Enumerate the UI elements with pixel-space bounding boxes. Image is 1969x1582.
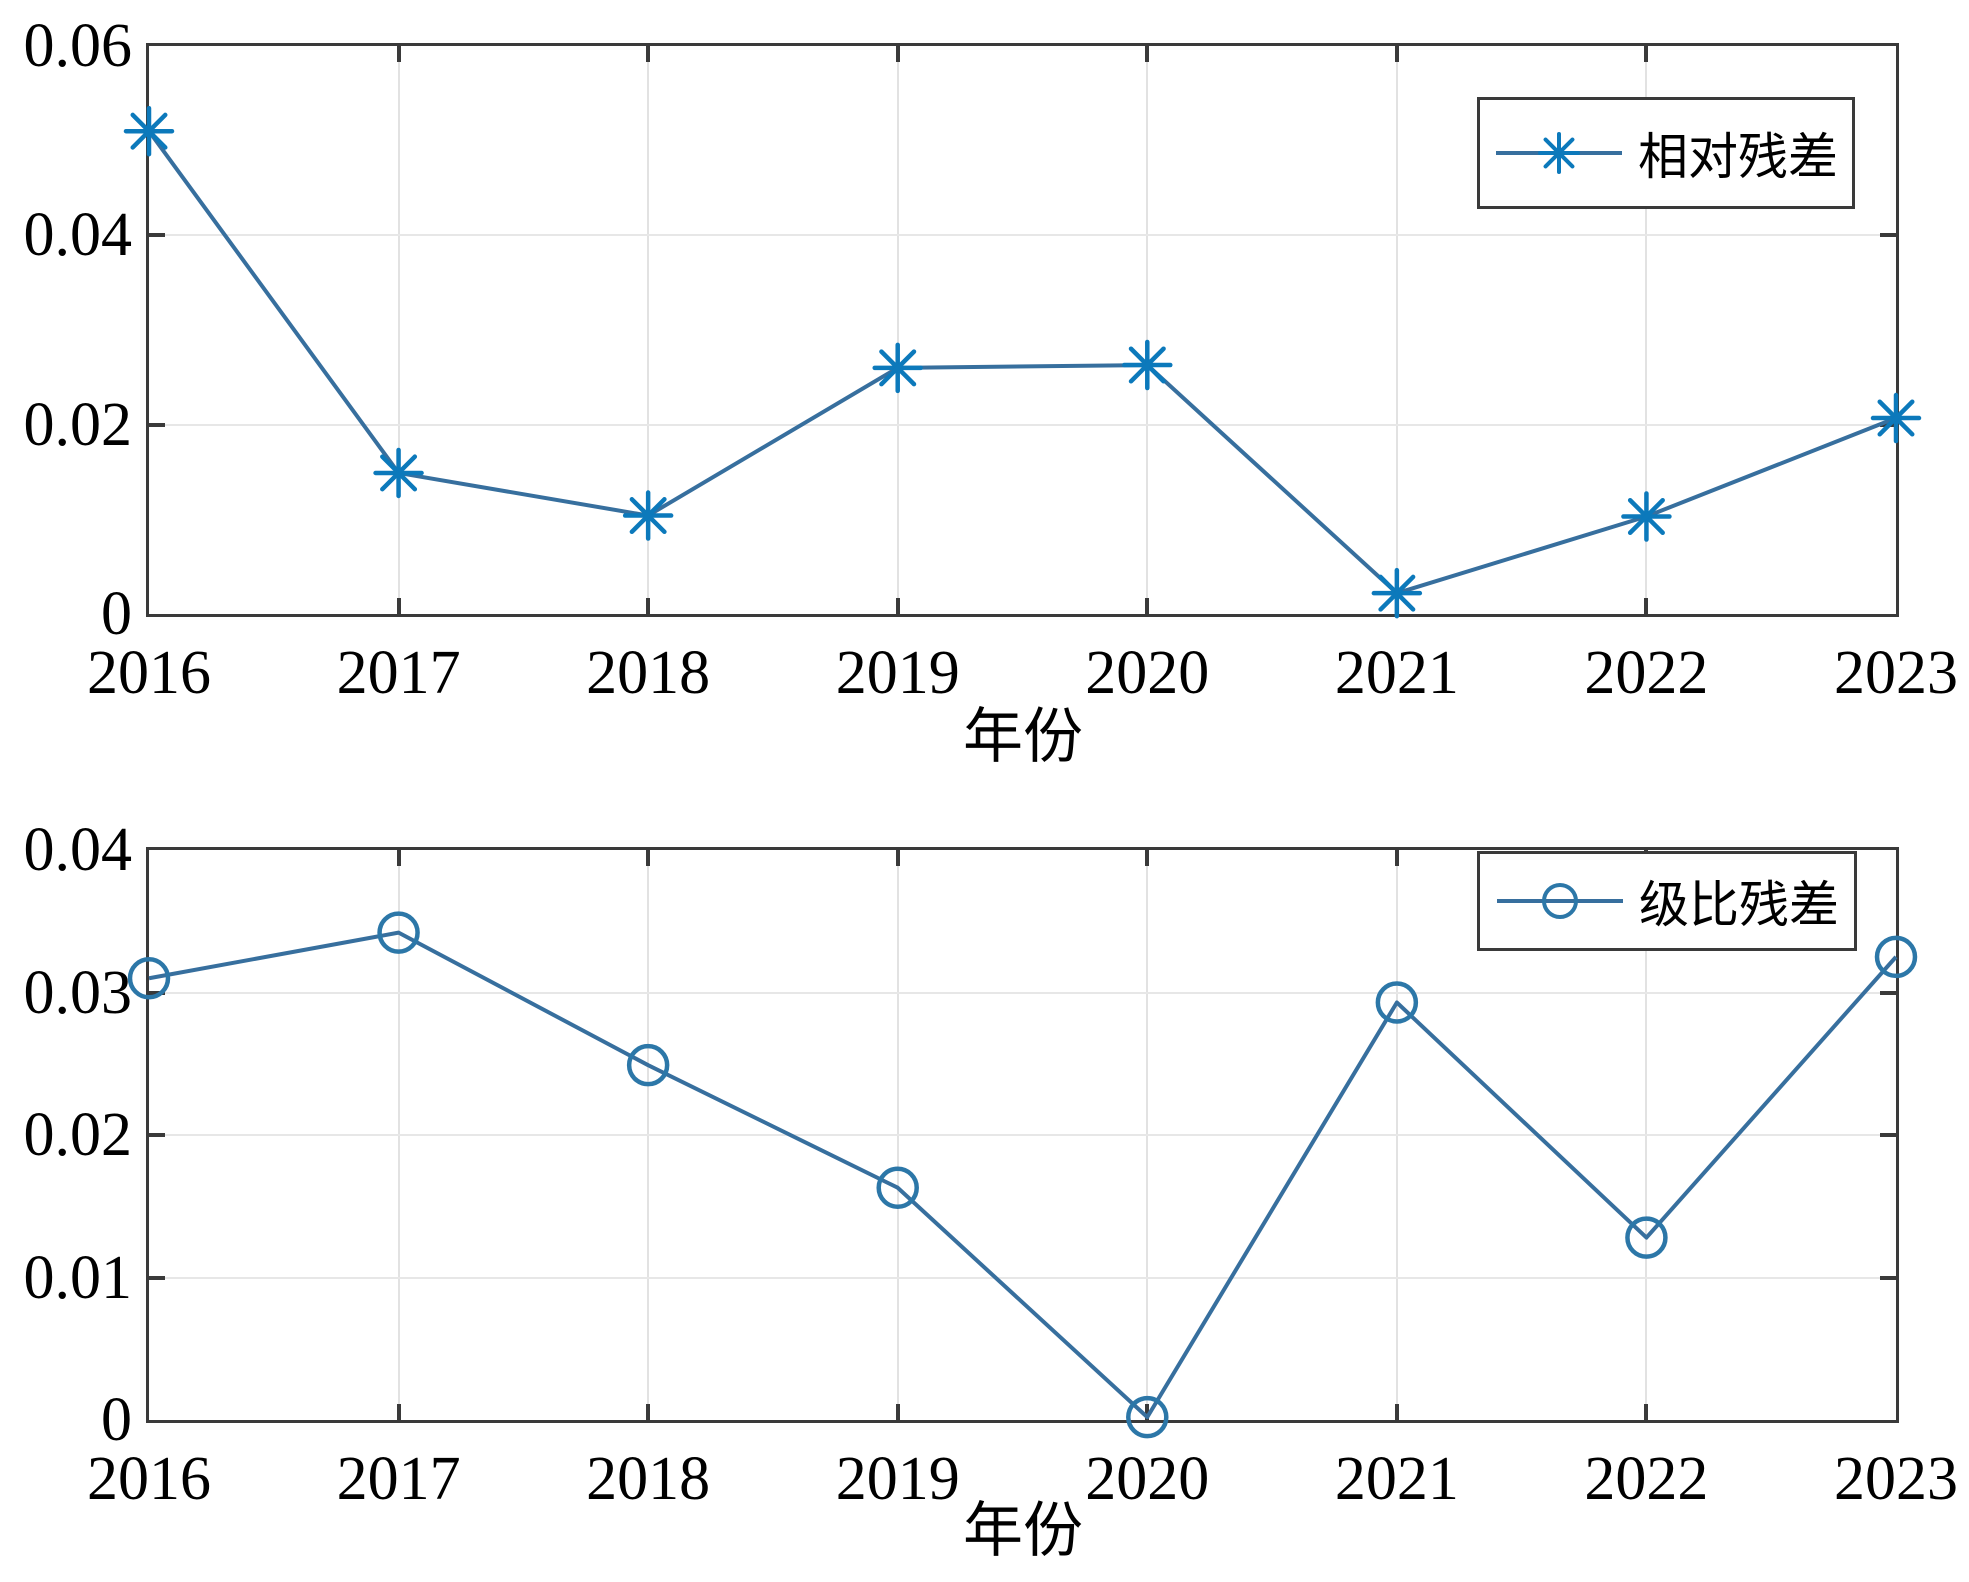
x-tick-mark xyxy=(1644,46,1649,62)
x-tick-label: 2019 xyxy=(835,639,960,707)
x-tick-label: 2016 xyxy=(87,639,211,707)
legend-stage-ratio-residual: 级比残差 xyxy=(1477,851,1857,951)
x-tick-label: 2021 xyxy=(1334,639,1459,707)
legend-label-relative-residual: 相对残差 xyxy=(1638,129,1838,185)
x-tick-mark xyxy=(396,1404,401,1420)
x-tick-mark xyxy=(1145,598,1150,614)
x-tick-label: 2022 xyxy=(1584,639,1709,707)
x-tick-label: 2020 xyxy=(1085,639,1210,707)
y-tick-mark xyxy=(1880,1133,1896,1137)
vertical-gridline xyxy=(1645,46,1648,614)
x-tick-mark xyxy=(1644,598,1649,614)
y-tick-mark xyxy=(1880,233,1896,238)
y-tick-label: 0.04 xyxy=(23,816,133,884)
y-tick-mark xyxy=(1880,990,1896,995)
vertical-gridline xyxy=(647,46,650,614)
x-tick-mark xyxy=(895,1404,900,1420)
y-tick-label: 0 xyxy=(101,580,132,648)
y-tick-label: 0.06 xyxy=(23,12,133,80)
x-tick-label: 2022 xyxy=(1584,1445,1709,1513)
x-axis-label-bottom: 年份 xyxy=(963,1498,1083,1564)
x-tick-mark xyxy=(895,46,900,62)
x-axis-label-top: 年份 xyxy=(963,704,1083,770)
legend-label-stage-ratio-residual: 级比残差 xyxy=(1639,877,1839,933)
y-tick-label: 0.02 xyxy=(23,390,133,459)
x-tick-mark xyxy=(1394,1404,1399,1420)
vertical-gridline xyxy=(397,46,400,614)
x-tick-mark xyxy=(1394,850,1399,866)
x-tick-mark xyxy=(895,598,900,614)
series-circle-line xyxy=(127,911,1918,1439)
y-tick-mark xyxy=(149,233,165,238)
horizontal-gridline xyxy=(149,1276,1896,1279)
x-tick-label: 2018 xyxy=(586,639,711,707)
horizontal-gridline xyxy=(149,423,1896,426)
horizontal-gridline xyxy=(149,234,1896,237)
legend-line-circle-sample xyxy=(1497,883,1623,919)
legend-relative-residual: 相对残差 xyxy=(1477,97,1855,209)
x-tick-mark xyxy=(1394,46,1399,62)
y-tick-label: 0.01 xyxy=(23,1243,133,1312)
x-tick-mark xyxy=(1145,1404,1150,1420)
vertical-gridline xyxy=(1146,46,1149,614)
x-tick-mark xyxy=(646,850,651,866)
y-tick-label: 0.02 xyxy=(23,1101,133,1169)
vertical-gridline xyxy=(896,46,899,614)
horizontal-gridline xyxy=(149,991,1896,994)
y-tick-mark xyxy=(149,422,165,427)
x-tick-mark xyxy=(895,850,900,866)
x-tick-mark xyxy=(396,598,401,614)
x-tick-mark xyxy=(646,46,651,62)
x-tick-label: 2017 xyxy=(336,1445,461,1513)
x-tick-mark xyxy=(1145,850,1150,866)
y-tick-label: 0.04 xyxy=(23,201,133,270)
x-tick-mark xyxy=(646,1404,651,1420)
x-tick-mark xyxy=(1644,1404,1649,1420)
y-tick-label: 0.03 xyxy=(23,958,133,1027)
y-tick-mark xyxy=(149,990,165,995)
x-tick-mark xyxy=(1145,46,1150,62)
x-tick-label: 2016 xyxy=(87,1445,211,1513)
x-tick-label: 2021 xyxy=(1334,1445,1459,1513)
legend-line-asterisk-sample xyxy=(1496,132,1622,174)
series-asterisk-line xyxy=(123,105,1922,619)
y-tick-label: 0 xyxy=(101,1386,132,1454)
vertical-gridline xyxy=(1395,46,1398,614)
horizontal-gridline xyxy=(149,1134,1896,1136)
x-tick-mark xyxy=(396,850,401,866)
x-tick-label: 2023 xyxy=(1834,639,1958,707)
y-tick-mark xyxy=(149,1133,165,1137)
x-tick-label: 2018 xyxy=(586,1445,711,1513)
x-tick-label: 2023 xyxy=(1834,1445,1958,1513)
y-tick-mark xyxy=(1880,1275,1896,1280)
y-tick-mark xyxy=(149,1275,165,1280)
x-tick-mark xyxy=(646,598,651,614)
x-tick-label: 2017 xyxy=(336,639,461,707)
x-tick-label: 2019 xyxy=(835,1445,960,1513)
x-tick-label: 2020 xyxy=(1085,1445,1210,1513)
x-tick-mark xyxy=(396,46,401,62)
